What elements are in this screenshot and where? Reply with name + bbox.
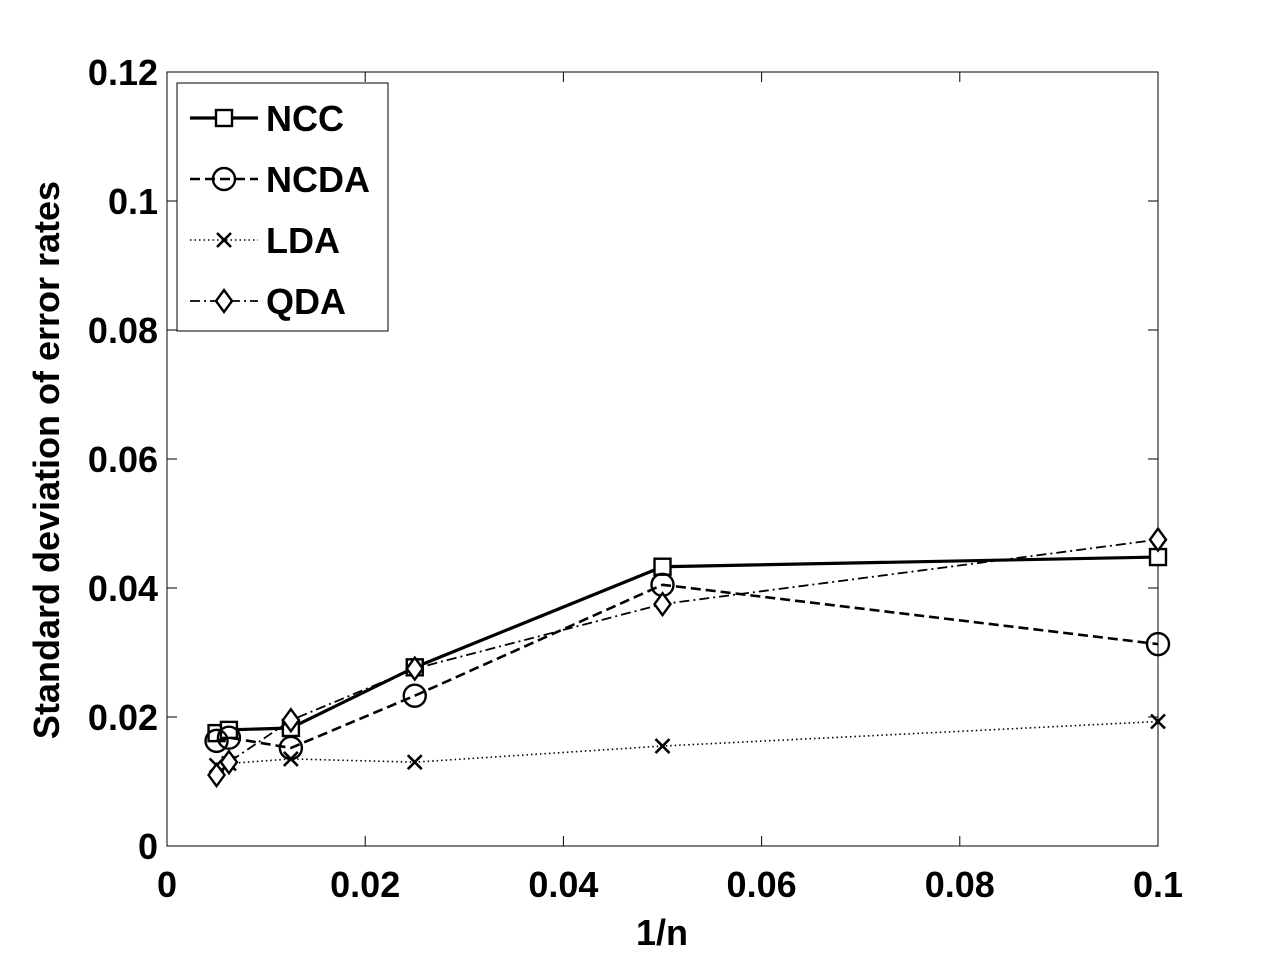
y-tick-label: 0 [138,826,158,867]
series-ncda [204,572,1171,761]
data-point-qda [219,749,239,776]
data-point-qda [1148,526,1168,553]
data-point-ncc [219,720,239,740]
legend-marker-qda [214,287,234,315]
data-point-ncda [402,683,427,708]
legend-marker-ncc [214,108,234,128]
data-point-qda [405,655,425,682]
legend-label-ncc: NCC [266,98,344,139]
data-point-qda [207,762,227,789]
axes: 0 0.02 0.04 0.06 0.08 0.1 0 0.02 0.04 0.06 0.08 0.1… [88,52,1183,905]
data-point-ncc [653,557,672,576]
x-tick-label: 0.02 [330,864,400,905]
legend-label-qda: QDA [266,281,346,322]
y-tick-label: 0.06 [88,439,158,480]
y-axis-label: Standard deviation of error rates [26,181,67,739]
series-qda [207,526,1168,789]
y-tick-label: 0.08 [88,310,158,351]
data-point-ncda [216,725,242,750]
x-axis-label: 1/n [636,912,688,953]
legend-label-lda: LDA [266,220,340,261]
series-line-ncda [216,583,1159,750]
data-point-lda [654,738,671,754]
data-point-qda [653,591,672,618]
data-point-lda [282,751,299,767]
series-group [204,526,1171,789]
y-tick-label: 0.04 [88,568,158,609]
data-point-lda [406,754,423,771]
data-point-qda [281,707,301,734]
legend-marker-ncda [211,166,237,192]
x-tick-label: 0.1 [1133,864,1183,905]
legend-label-ncda: NCDA [266,159,370,200]
x-tick-label: 0 [157,864,177,905]
data-point-ncda [1145,631,1171,657]
data-point-lda [1150,713,1166,730]
y-tick-label: 0.1 [108,181,158,222]
y-tick-label: 0.02 [88,697,158,738]
y-tick-label: 0.12 [88,52,158,93]
legend-marker-lda [216,232,232,248]
x-tick-label: 0.08 [925,864,995,905]
x-tick-label: 0.06 [727,864,797,905]
data-point-ncda [204,728,229,754]
legend: NCC NCDA LDA QDA [176,82,389,332]
x-tick-label: 0.04 [528,864,598,905]
legend-box [176,82,389,332]
